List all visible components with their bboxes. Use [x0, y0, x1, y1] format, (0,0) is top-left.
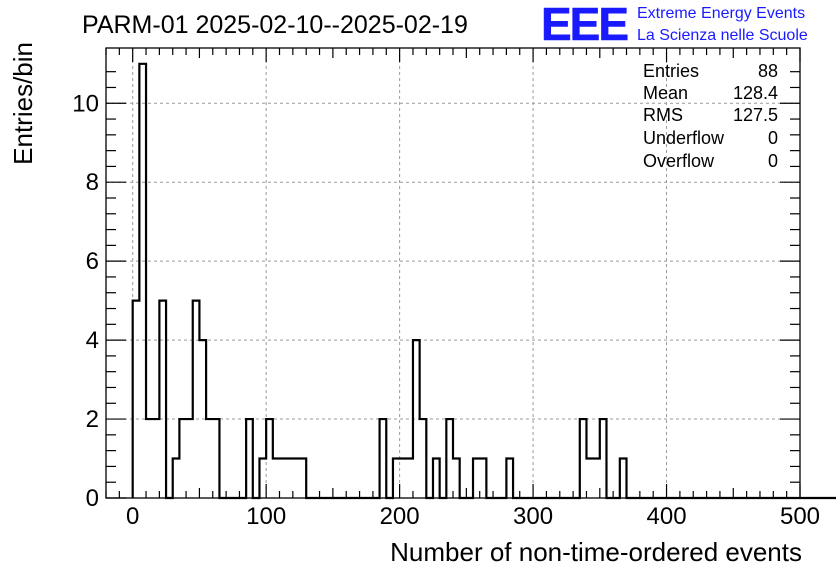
x-axis-title: Number of non-time-ordered events	[390, 537, 802, 567]
histogram-bin	[139, 64, 146, 498]
histogram-bin	[620, 459, 627, 498]
stats-value-mean: 128.4	[733, 83, 778, 103]
histogram-bin	[133, 301, 140, 498]
x-tick-label: 500	[780, 503, 820, 530]
stats-label-entries: Entries	[643, 61, 699, 81]
histogram-bin	[213, 419, 220, 498]
histogram-bin	[199, 340, 206, 498]
histogram-bin	[473, 459, 480, 498]
y-tick-labels: 0 2 4 6 8 10	[72, 90, 99, 512]
histogram-bin	[186, 419, 193, 498]
histogram-bin	[480, 459, 487, 498]
histogram-bin	[193, 301, 200, 498]
stats-value-underflow: 0	[768, 128, 778, 148]
histogram-bin	[280, 459, 287, 498]
histogram-bin	[453, 459, 460, 498]
histogram-bin	[393, 459, 400, 498]
x-tick-label: 200	[380, 503, 420, 530]
histogram-bin	[286, 459, 293, 498]
y-tick-label: 0	[86, 485, 99, 512]
y-tick-label: 2	[86, 406, 99, 433]
stats-value-rms: 127.5	[733, 105, 778, 125]
stats-label-rms: RMS	[643, 105, 683, 125]
y-tick-label: 8	[86, 169, 99, 196]
y-tick-label: 4	[86, 327, 99, 354]
x-tick-label: 100	[246, 503, 286, 530]
histogram-outline	[131, 62, 836, 500]
histogram-bin	[580, 419, 587, 498]
histogram-bin	[400, 459, 407, 498]
histogram-bin	[293, 459, 300, 498]
histogram-bars	[131, 62, 836, 500]
histogram-bin	[506, 459, 513, 498]
histogram-bin	[153, 419, 160, 498]
histogram-bin	[173, 459, 180, 498]
x-tick-label: 0	[126, 503, 139, 530]
histogram-bin	[273, 459, 280, 498]
histogram-bin	[206, 419, 213, 498]
eee-logo-letters: EEE	[541, 0, 627, 50]
histogram-bin	[406, 459, 413, 498]
x-tick-labels: 0 100 200 300 400 500	[126, 503, 820, 530]
histogram-bin	[420, 419, 427, 498]
chart-title: PARM-01 2025-02-10--2025-02-19	[82, 11, 468, 39]
y-tick-label: 10	[72, 90, 99, 117]
histogram-bin	[586, 459, 593, 498]
grid-lines	[106, 48, 800, 498]
eee-logo: EEE Extreme Energy Events La Scienza nel…	[541, 0, 808, 50]
histogram-bin	[266, 419, 273, 498]
histogram-bin	[413, 340, 420, 498]
eee-logo-line1: Extreme Energy Events	[637, 5, 805, 22]
histogram-bin	[159, 301, 166, 498]
x-tick-label: 400	[647, 503, 687, 530]
histogram-bin	[179, 419, 186, 498]
histogram-bin	[446, 419, 453, 498]
histogram-bin	[300, 459, 307, 498]
eee-logo-line2: La Scienza nelle Scuole	[637, 27, 808, 44]
axis-ticks	[105, 48, 801, 499]
histogram-bin	[380, 419, 387, 498]
histogram-bin	[593, 459, 600, 498]
stats-label-underflow: Underflow	[643, 128, 725, 148]
histogram-bin	[246, 419, 253, 498]
stats-value-overflow: 0	[768, 151, 778, 171]
stats-label-mean: Mean	[643, 83, 688, 103]
stats-value-entries: 88	[758, 61, 778, 81]
histogram-bin	[433, 459, 440, 498]
histogram-bin	[259, 459, 266, 498]
y-axis-title: Entries/bin	[8, 42, 38, 165]
stats-label-overflow: Overflow	[643, 151, 715, 171]
stats-box: Entries 88 Mean 128.4 RMS 127.5 Underflo…	[643, 61, 778, 171]
y-tick-label: 6	[86, 248, 99, 275]
histogram-bin	[600, 419, 607, 498]
histogram-bin	[146, 419, 153, 498]
x-tick-label: 300	[513, 503, 553, 530]
